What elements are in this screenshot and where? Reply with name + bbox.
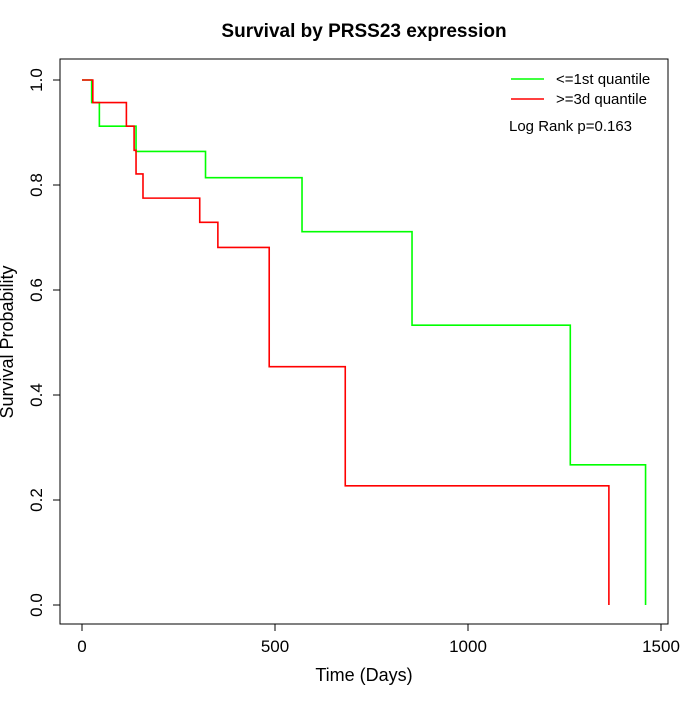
series-layer <box>82 79 647 605</box>
y-tick-label: 0.8 <box>27 173 46 197</box>
legend-label: <=1st quantile <box>556 71 650 88</box>
chart-title: Survival by PRSS23 expression <box>221 21 506 42</box>
x-axis: 0 500 1000 1500 <box>77 623 680 656</box>
survival-curve-series-2 <box>82 79 610 605</box>
x-tick-label: 1500 <box>642 637 680 656</box>
y-axis: 0.0 0.2 0.4 0.6 0.8 1.0 <box>27 68 61 617</box>
log-rank-annotation: Log Rank p=0.163 <box>509 118 632 135</box>
y-axis-title: Survival Probability <box>0 265 17 418</box>
y-tick-label: 0.6 <box>27 278 46 302</box>
x-tick-label: 0 <box>77 637 86 656</box>
y-tick-label: 0.4 <box>27 383 46 407</box>
x-axis-title: Time (Days) <box>315 665 412 685</box>
x-tick-label: 500 <box>261 637 289 656</box>
y-tick-label: 0.0 <box>27 593 46 617</box>
y-tick-label: 0.2 <box>27 488 46 512</box>
legend: <=1st quantile >=3d quantile <box>511 71 650 108</box>
x-tick-label: 1000 <box>449 637 487 656</box>
legend-label: >=3d quantile <box>556 91 647 108</box>
y-tick-label: 1.0 <box>27 68 46 92</box>
